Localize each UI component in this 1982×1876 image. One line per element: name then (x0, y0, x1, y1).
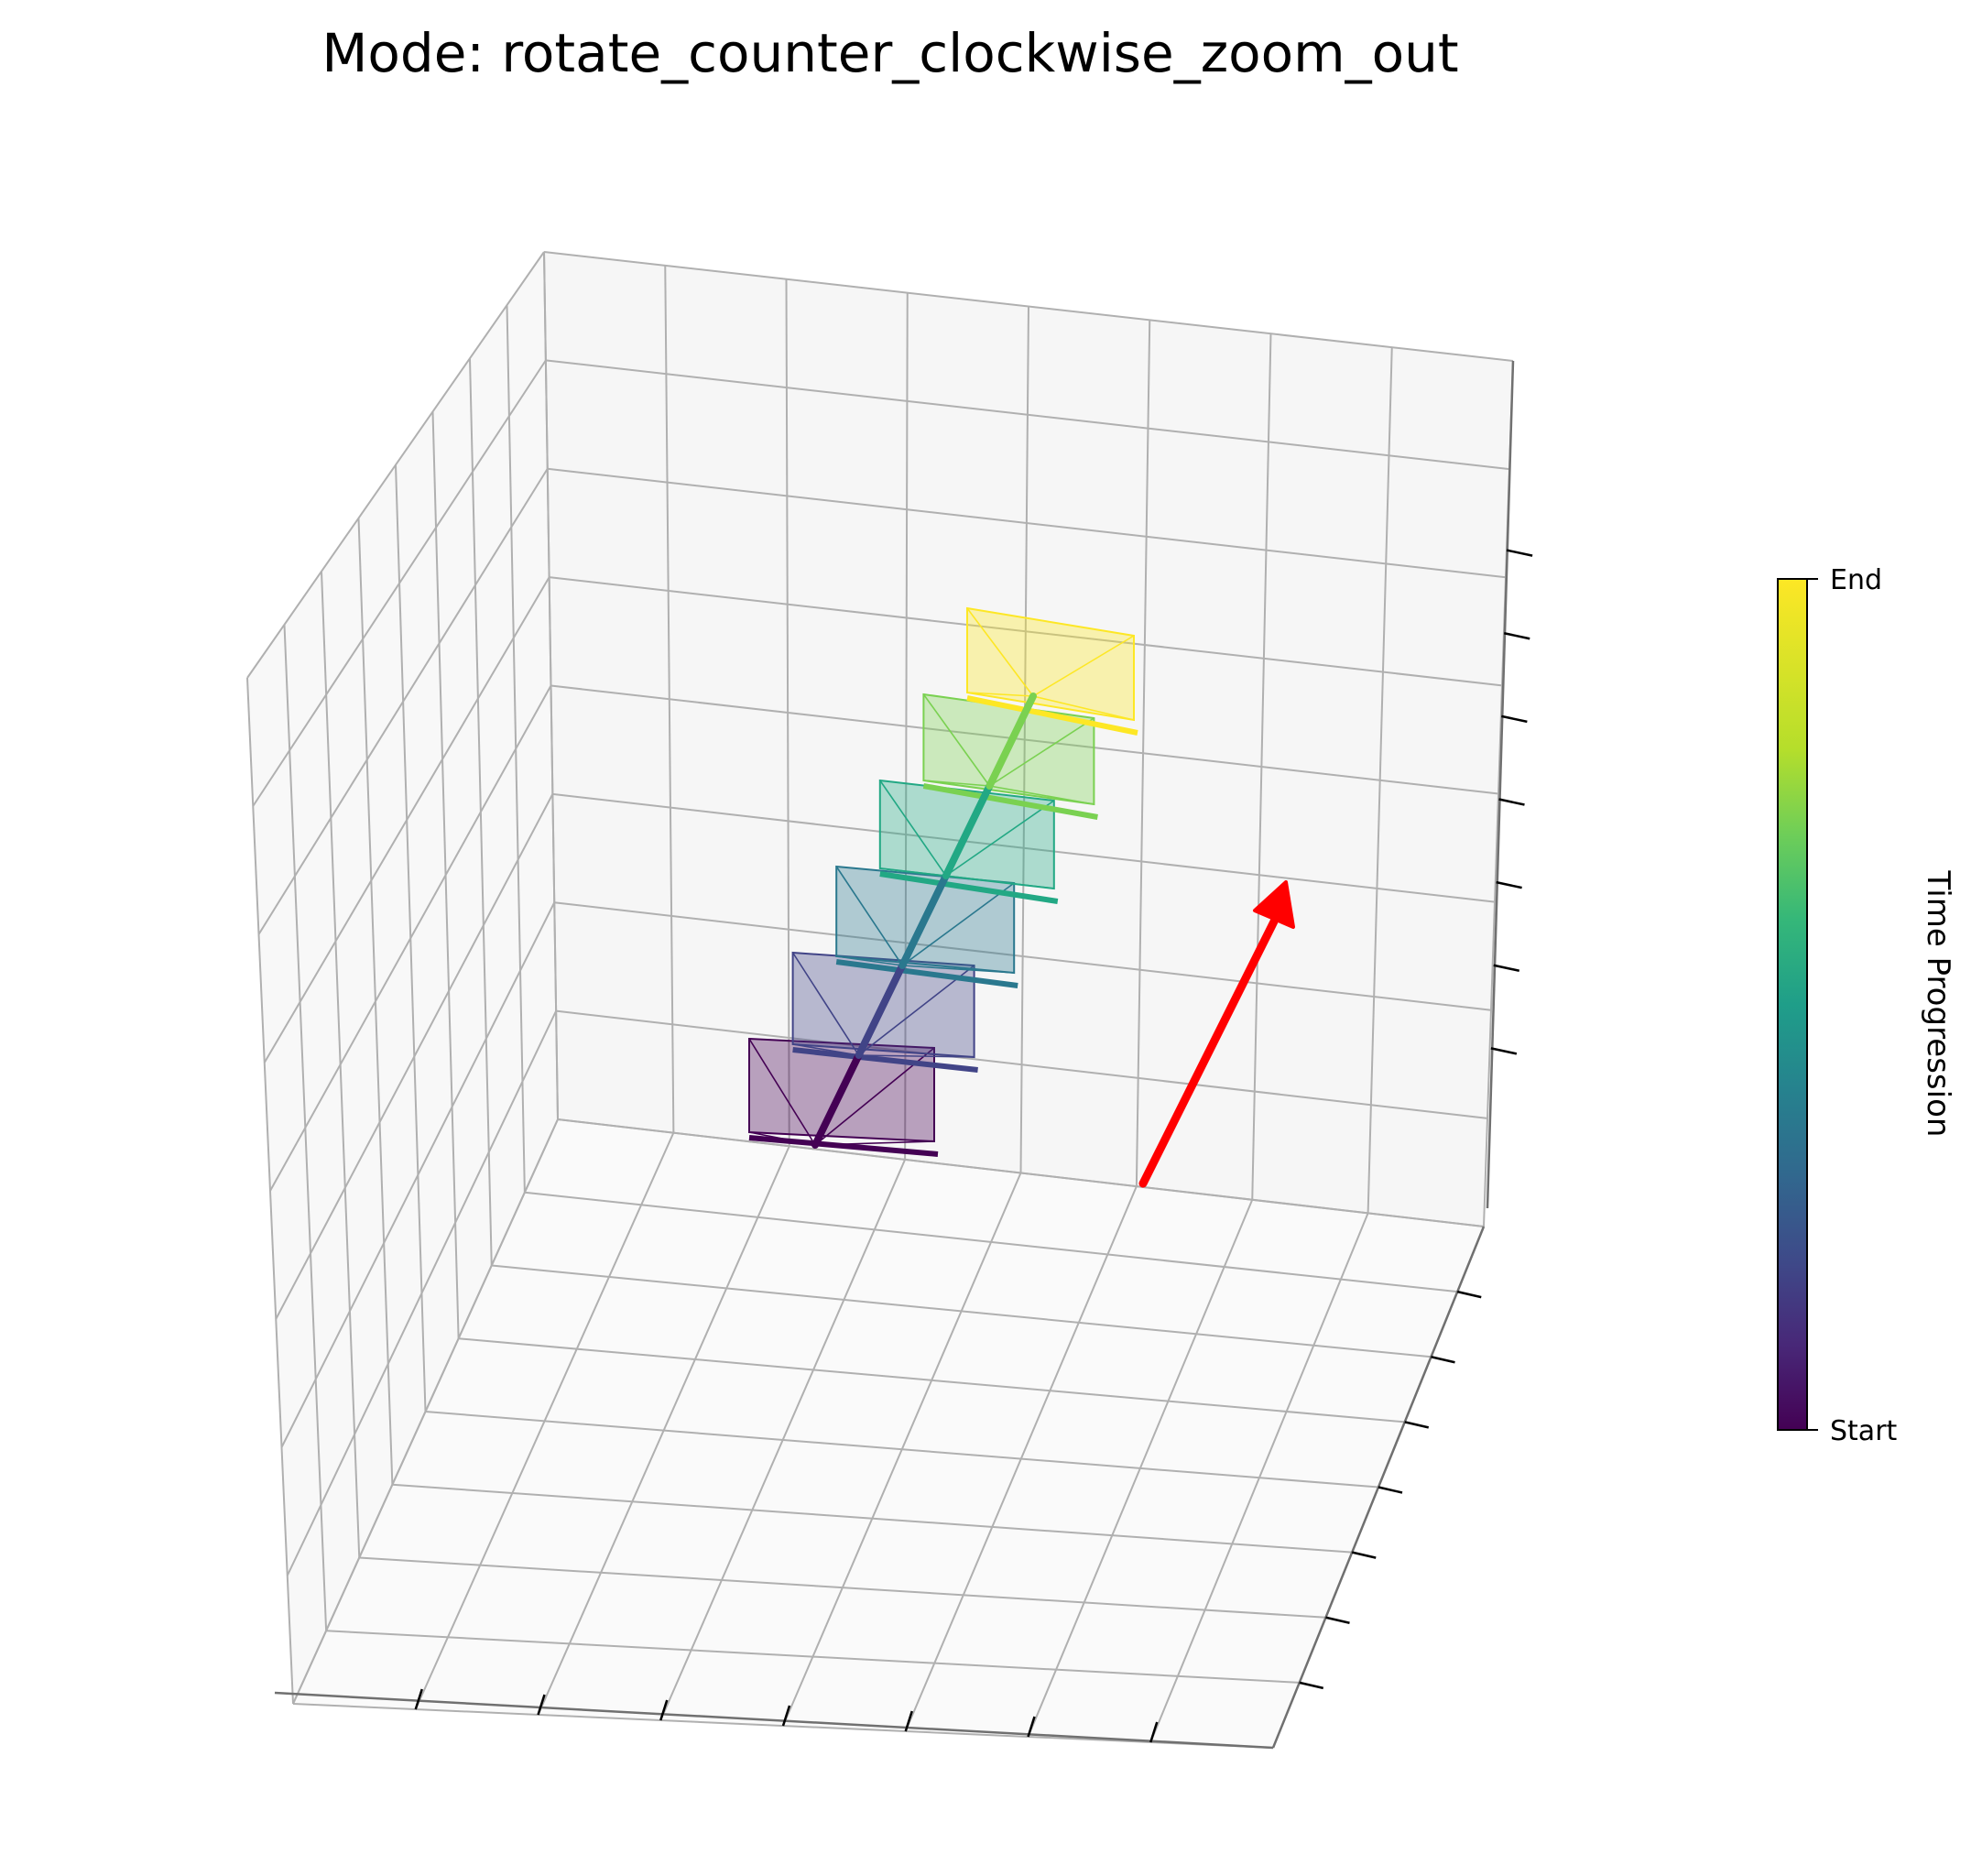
left-wall-pane (247, 252, 558, 1704)
x-axis-tick (414, 1688, 423, 1710)
camera-path-segment (898, 872, 950, 969)
left-wall-gridline (257, 468, 549, 935)
frustum-edge (791, 952, 860, 1056)
left-wall-gridline (431, 411, 460, 1339)
x-axis-tick (1027, 1716, 1036, 1738)
back-wall-gridline (547, 467, 1507, 579)
x-axis-tick (659, 1699, 669, 1721)
frustum-edge (748, 1038, 816, 1146)
frustum-edge (835, 866, 903, 966)
floor-gridline (524, 1191, 1458, 1293)
x-axis-tick (904, 1710, 913, 1732)
y-axis-tick (1456, 1290, 1482, 1299)
y-axis-tick (1325, 1616, 1350, 1624)
z-axis-tick (1496, 880, 1522, 889)
x-axis-tick (781, 1705, 791, 1727)
y-axis-tick (1404, 1421, 1430, 1429)
frustum-edge (1032, 635, 1135, 697)
colorbar-label: Time Progression (1920, 870, 1956, 1138)
camera-frustums (748, 606, 1138, 1157)
colorbar-tick-start: Start (1830, 1415, 1898, 1447)
arrow-head (1253, 880, 1295, 929)
z-axis-tick (1490, 1047, 1518, 1055)
frustum-bottom-edge (922, 783, 1098, 820)
frustum-edge (858, 1054, 975, 1058)
frustum-bottom-edge (879, 871, 1059, 904)
z-axis-tick (1501, 714, 1528, 724)
gridlines (246, 251, 1514, 1749)
arrow-shaft (1138, 911, 1281, 1188)
left-wall-gridline (263, 576, 550, 1063)
colorbar: End Start Time Progression (1777, 564, 1956, 1447)
floor-gridline (904, 1185, 1138, 1732)
left-wall-gridline (469, 358, 493, 1266)
frustum-edge (858, 965, 975, 1056)
camera-path-segment (942, 782, 994, 879)
frustum-edge (836, 955, 903, 966)
y-axis-tick (1299, 1681, 1324, 1690)
chart-title: Mode: rotate_counter_clockwise_zoom_out (321, 22, 1458, 84)
y-axis-tick (1351, 1551, 1377, 1559)
frustum-edge (879, 780, 947, 877)
z-axis-tick (1498, 798, 1525, 806)
frustum-edge (902, 965, 1015, 974)
frustum-bottom-edge (792, 1047, 978, 1073)
back-wall-gridline (1019, 306, 1029, 1173)
x-axis-tick (537, 1694, 546, 1716)
camera-path-segment (855, 962, 907, 1059)
frustum-edge (966, 692, 1034, 697)
left-wall-gridline (246, 251, 545, 679)
frustum-edge (945, 875, 1054, 889)
frustum-bottom-edge (835, 959, 1018, 988)
back-wall-gridline (1251, 333, 1272, 1200)
frustum-edge (879, 867, 946, 877)
back-wall-gridline (1367, 347, 1393, 1214)
frustum-edge (988, 717, 1094, 787)
z-axis-tick (1493, 964, 1520, 972)
x-axis-line (274, 1691, 1274, 1750)
floor-gridline (1149, 1212, 1369, 1743)
back-wall-gridline (549, 576, 1503, 687)
frustum-edge (901, 882, 1015, 966)
camera-frustum (966, 606, 1138, 736)
left-wall-gridline (395, 464, 427, 1412)
frustum-edge (945, 800, 1055, 877)
z-axis-line (1486, 360, 1515, 1209)
floor-gridline (557, 1118, 1485, 1227)
frustum-edge (923, 780, 990, 787)
z-axis-tick (1506, 549, 1533, 557)
left-wall-gridline (506, 305, 526, 1193)
camera-path-segment (811, 1052, 863, 1149)
frustum-bottom-edge (966, 695, 1138, 736)
direction-arrow (1138, 880, 1295, 1188)
axis-ticks (414, 549, 1533, 1743)
left-wall-gridline (543, 251, 559, 1120)
floor-pane (293, 1119, 1484, 1748)
frustum-edge (922, 693, 991, 787)
camera-path-segment (986, 693, 1037, 790)
left-wall-gridline (252, 359, 547, 807)
frustum-edge (1032, 695, 1135, 721)
y-axis-tick (1431, 1356, 1455, 1364)
x-axis-tick (1149, 1721, 1159, 1743)
back-wall-gridline (1135, 320, 1151, 1187)
frustum-edge (989, 785, 1094, 805)
floor-gridline (425, 1411, 1379, 1489)
z-axis-tick (1503, 632, 1530, 640)
floor-gridline (1027, 1199, 1254, 1738)
back-wall-gridline (545, 359, 1510, 471)
back-wall-gridline (543, 251, 1514, 362)
floor-gridline (458, 1337, 1405, 1423)
frustum-edge (966, 607, 1034, 697)
colorbar-tick-end: End (1830, 564, 1882, 596)
frustum-bottom-edge (748, 1135, 939, 1157)
colorbar-gradient (1777, 578, 1808, 1431)
floor-gridline (491, 1264, 1432, 1358)
y-axis-tick (1378, 1486, 1403, 1494)
camera-frustum (835, 865, 1018, 988)
